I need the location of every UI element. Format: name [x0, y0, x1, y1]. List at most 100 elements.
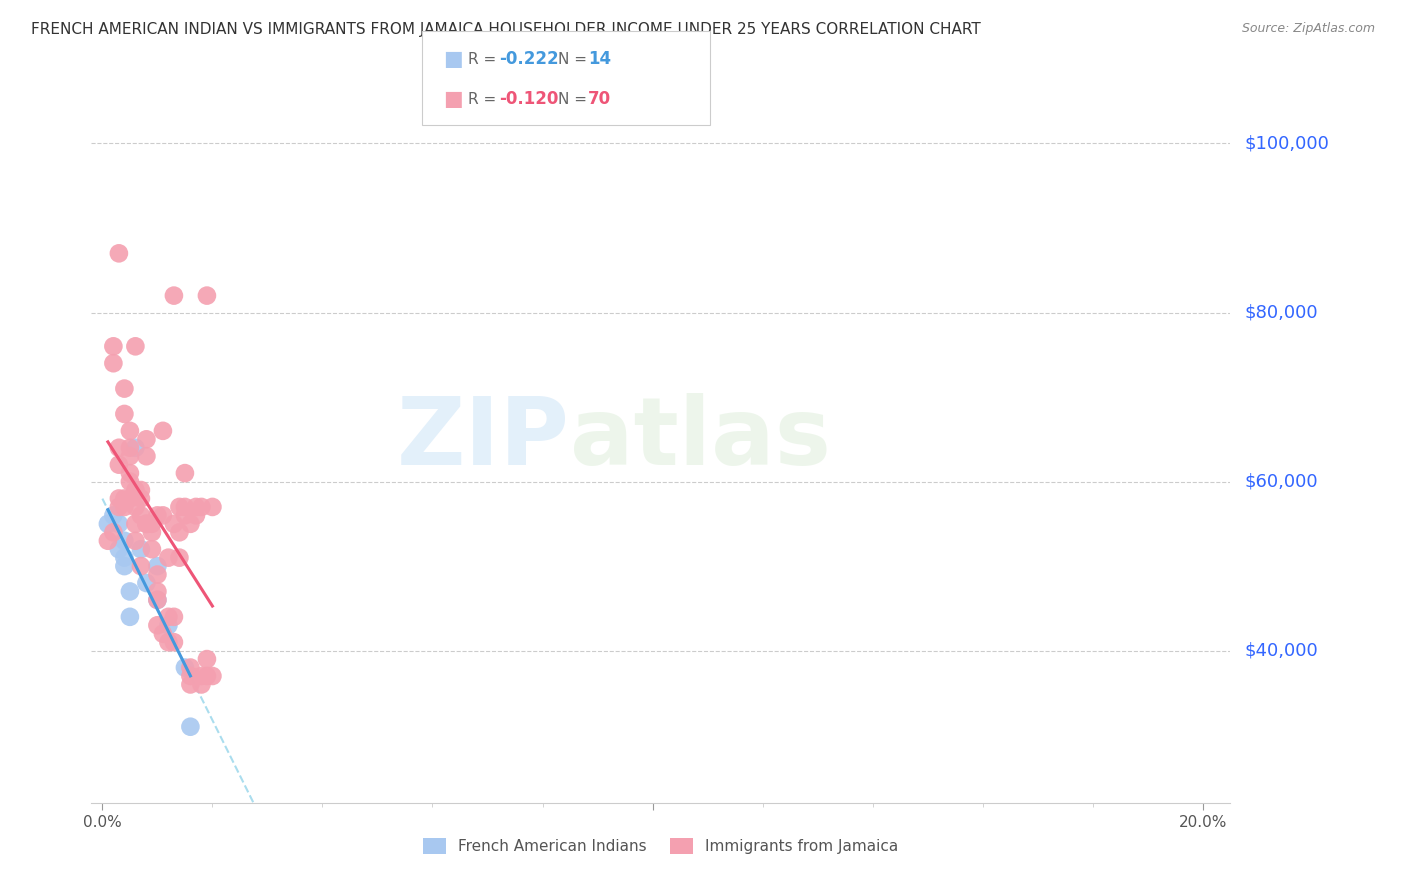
Text: 70: 70	[588, 90, 610, 108]
Text: $60,000: $60,000	[1244, 473, 1317, 491]
Point	[118, 584, 141, 599]
Point	[118, 475, 141, 489]
Point	[103, 525, 125, 540]
Point	[118, 424, 141, 438]
Point	[135, 516, 157, 531]
Text: ■: ■	[443, 89, 463, 109]
Point	[118, 466, 141, 480]
Point	[190, 500, 212, 514]
Point	[195, 288, 218, 302]
Point	[108, 441, 131, 455]
Text: ZIP: ZIP	[396, 393, 569, 485]
Point	[97, 533, 120, 548]
Point	[190, 677, 212, 691]
Point	[152, 424, 174, 438]
Point	[118, 610, 141, 624]
Point	[146, 593, 169, 607]
Point	[124, 483, 146, 497]
Point	[163, 516, 186, 531]
Legend: French American Indians, Immigrants from Jamaica: French American Indians, Immigrants from…	[418, 832, 904, 861]
Point	[190, 669, 212, 683]
Point	[108, 491, 131, 506]
Point	[118, 449, 141, 463]
Point	[157, 618, 180, 632]
Point	[118, 441, 141, 455]
Point	[124, 516, 146, 531]
Point	[184, 508, 207, 523]
Point	[174, 500, 197, 514]
Point	[108, 500, 131, 514]
Point	[179, 720, 201, 734]
Point	[118, 491, 141, 506]
Point	[129, 508, 152, 523]
Point	[201, 669, 224, 683]
Point	[157, 550, 180, 565]
Point	[152, 626, 174, 640]
Point	[146, 559, 169, 574]
Point	[103, 356, 125, 370]
Text: $40,000: $40,000	[1244, 641, 1317, 660]
Point	[163, 610, 186, 624]
Text: R =: R =	[468, 52, 502, 67]
Text: ■: ■	[443, 49, 463, 70]
Point	[163, 635, 186, 649]
Point	[97, 516, 120, 531]
Point	[179, 669, 201, 683]
Point	[108, 516, 131, 531]
Point	[112, 550, 135, 565]
Point	[146, 567, 169, 582]
Point	[152, 508, 174, 523]
Point	[135, 576, 157, 591]
Point	[195, 652, 218, 666]
Point	[103, 508, 125, 523]
Point	[146, 584, 169, 599]
Point	[163, 288, 186, 302]
Point	[157, 610, 180, 624]
Point	[146, 618, 169, 632]
Point	[124, 339, 146, 353]
Point	[179, 660, 201, 674]
Point	[129, 483, 152, 497]
Point	[108, 542, 131, 557]
Point	[184, 500, 207, 514]
Point	[174, 660, 197, 674]
Point	[112, 533, 135, 548]
Point	[174, 466, 197, 480]
Point	[141, 542, 163, 557]
Text: -0.120: -0.120	[499, 90, 558, 108]
Point	[195, 669, 218, 683]
Text: 14: 14	[588, 51, 610, 69]
Point	[169, 550, 191, 565]
Text: Source: ZipAtlas.com: Source: ZipAtlas.com	[1241, 22, 1375, 36]
Point	[108, 458, 131, 472]
Point	[124, 441, 146, 455]
Text: $80,000: $80,000	[1244, 303, 1317, 321]
Point	[169, 525, 191, 540]
Point	[146, 593, 169, 607]
Text: -0.222: -0.222	[499, 51, 558, 69]
Point	[141, 525, 163, 540]
Point	[112, 500, 135, 514]
Point	[169, 500, 191, 514]
Point	[201, 500, 224, 514]
Point	[112, 382, 135, 396]
Point	[146, 508, 169, 523]
Text: $100,000: $100,000	[1244, 135, 1329, 153]
Point	[124, 533, 146, 548]
Point	[157, 635, 180, 649]
Point	[129, 542, 152, 557]
Point	[135, 433, 157, 447]
Point	[135, 516, 157, 531]
Point	[174, 508, 197, 523]
Point	[129, 491, 152, 506]
Point	[135, 449, 157, 463]
Text: R =: R =	[468, 92, 502, 107]
Point	[179, 677, 201, 691]
Text: N =: N =	[558, 52, 592, 67]
Point	[112, 559, 135, 574]
Point	[179, 516, 201, 531]
Text: atlas: atlas	[569, 393, 831, 485]
Point	[112, 491, 135, 506]
Point	[103, 339, 125, 353]
Point	[141, 516, 163, 531]
